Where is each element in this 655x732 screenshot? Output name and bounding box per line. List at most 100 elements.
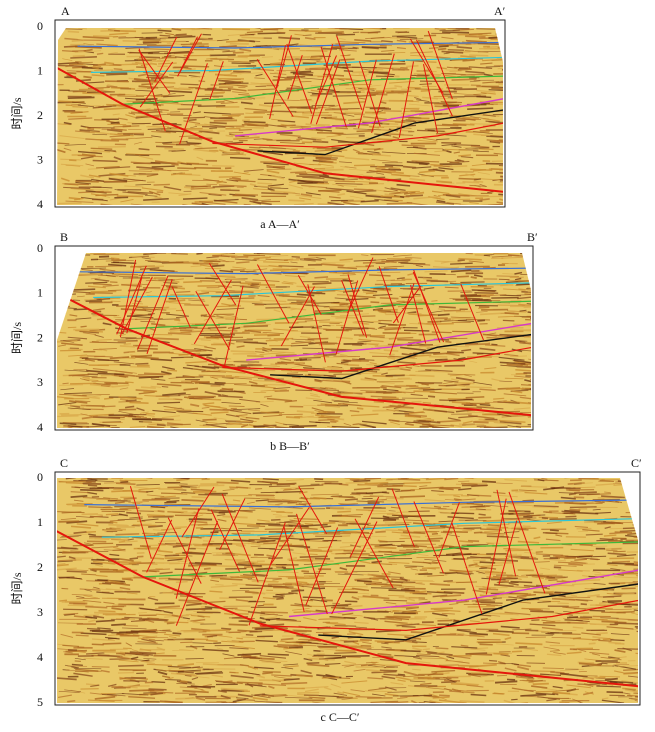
reflector <box>633 609 638 613</box>
reflector <box>151 680 166 684</box>
reflector <box>86 627 101 630</box>
reflector <box>385 479 393 482</box>
reflector <box>132 524 157 527</box>
reflector <box>358 483 379 487</box>
reflector <box>362 289 378 293</box>
reflector <box>413 522 436 526</box>
reflector <box>301 184 327 189</box>
reflector <box>291 338 315 341</box>
reflector <box>121 627 147 630</box>
reflector <box>295 194 322 200</box>
reflector <box>65 481 84 485</box>
reflector <box>596 539 618 542</box>
reflector <box>356 579 372 583</box>
reflector <box>374 664 401 666</box>
reflector <box>240 101 253 105</box>
reflector <box>169 636 177 639</box>
reflector <box>258 592 266 595</box>
reflector <box>453 93 481 96</box>
reflector <box>431 669 456 673</box>
fault <box>423 64 438 134</box>
reflector <box>240 574 255 578</box>
reflector <box>450 262 473 265</box>
reflector <box>142 421 165 425</box>
reflector <box>140 320 156 323</box>
reflector <box>207 473 219 474</box>
reflector <box>555 534 563 537</box>
reflector <box>529 378 531 382</box>
reflector <box>206 356 218 361</box>
reflector <box>407 86 421 89</box>
reflector <box>165 32 175 36</box>
reflector <box>443 676 452 680</box>
reflector <box>497 494 518 498</box>
reflector <box>170 426 191 428</box>
reflector <box>393 254 413 257</box>
reflector <box>526 574 550 577</box>
reflector <box>465 475 475 477</box>
reflector <box>212 91 226 94</box>
reflector <box>244 107 268 112</box>
reflector <box>207 253 235 254</box>
reflector <box>128 415 137 418</box>
reflector <box>498 356 525 361</box>
reflector <box>228 290 254 294</box>
reflector <box>476 89 496 93</box>
reflector <box>482 117 500 122</box>
reflector <box>452 122 475 126</box>
reflector <box>478 34 497 37</box>
reflector <box>78 150 103 155</box>
profile-end-label: A′ <box>494 4 506 18</box>
reflector <box>415 264 423 268</box>
reflector <box>232 285 260 288</box>
reflector <box>216 647 224 650</box>
reflector <box>458 423 485 426</box>
reflector <box>314 378 323 382</box>
reflector <box>168 90 193 94</box>
reflector <box>396 183 411 187</box>
reflector <box>80 174 95 179</box>
reflector <box>436 124 459 127</box>
reflector <box>637 636 638 639</box>
detachment <box>57 65 503 193</box>
reflector <box>118 396 143 400</box>
reflector <box>458 257 482 261</box>
reflector <box>614 649 626 653</box>
reflector <box>450 165 468 168</box>
reflector <box>234 376 263 379</box>
reflector <box>260 403 269 407</box>
reflector <box>383 199 403 202</box>
reflector <box>394 622 413 626</box>
reflector <box>441 612 455 615</box>
reflector <box>100 385 110 387</box>
reflector <box>103 166 131 170</box>
reflector <box>450 97 458 100</box>
reflector <box>201 406 210 409</box>
reflector <box>181 380 199 382</box>
reflector <box>416 653 431 655</box>
reflector <box>138 487 161 491</box>
reflector <box>72 106 89 108</box>
reflector <box>434 249 459 250</box>
reflector <box>209 408 234 412</box>
reflector <box>299 197 312 201</box>
reflector <box>191 343 208 347</box>
reflector <box>343 359 351 362</box>
reflector <box>458 406 482 410</box>
reflector <box>214 198 239 202</box>
reflector <box>79 588 101 591</box>
reflector <box>277 120 296 123</box>
reflector <box>329 271 356 275</box>
reflector <box>92 308 105 311</box>
reflector <box>162 392 186 396</box>
reflector <box>101 405 116 408</box>
fault <box>154 36 178 82</box>
reflector <box>527 311 531 315</box>
reflector <box>212 185 235 188</box>
reflector <box>531 514 541 517</box>
reflector <box>429 527 446 529</box>
reflector <box>82 394 110 396</box>
y-tick-label: 0 <box>37 241 43 255</box>
reflector <box>86 652 105 655</box>
reflector <box>258 683 287 687</box>
